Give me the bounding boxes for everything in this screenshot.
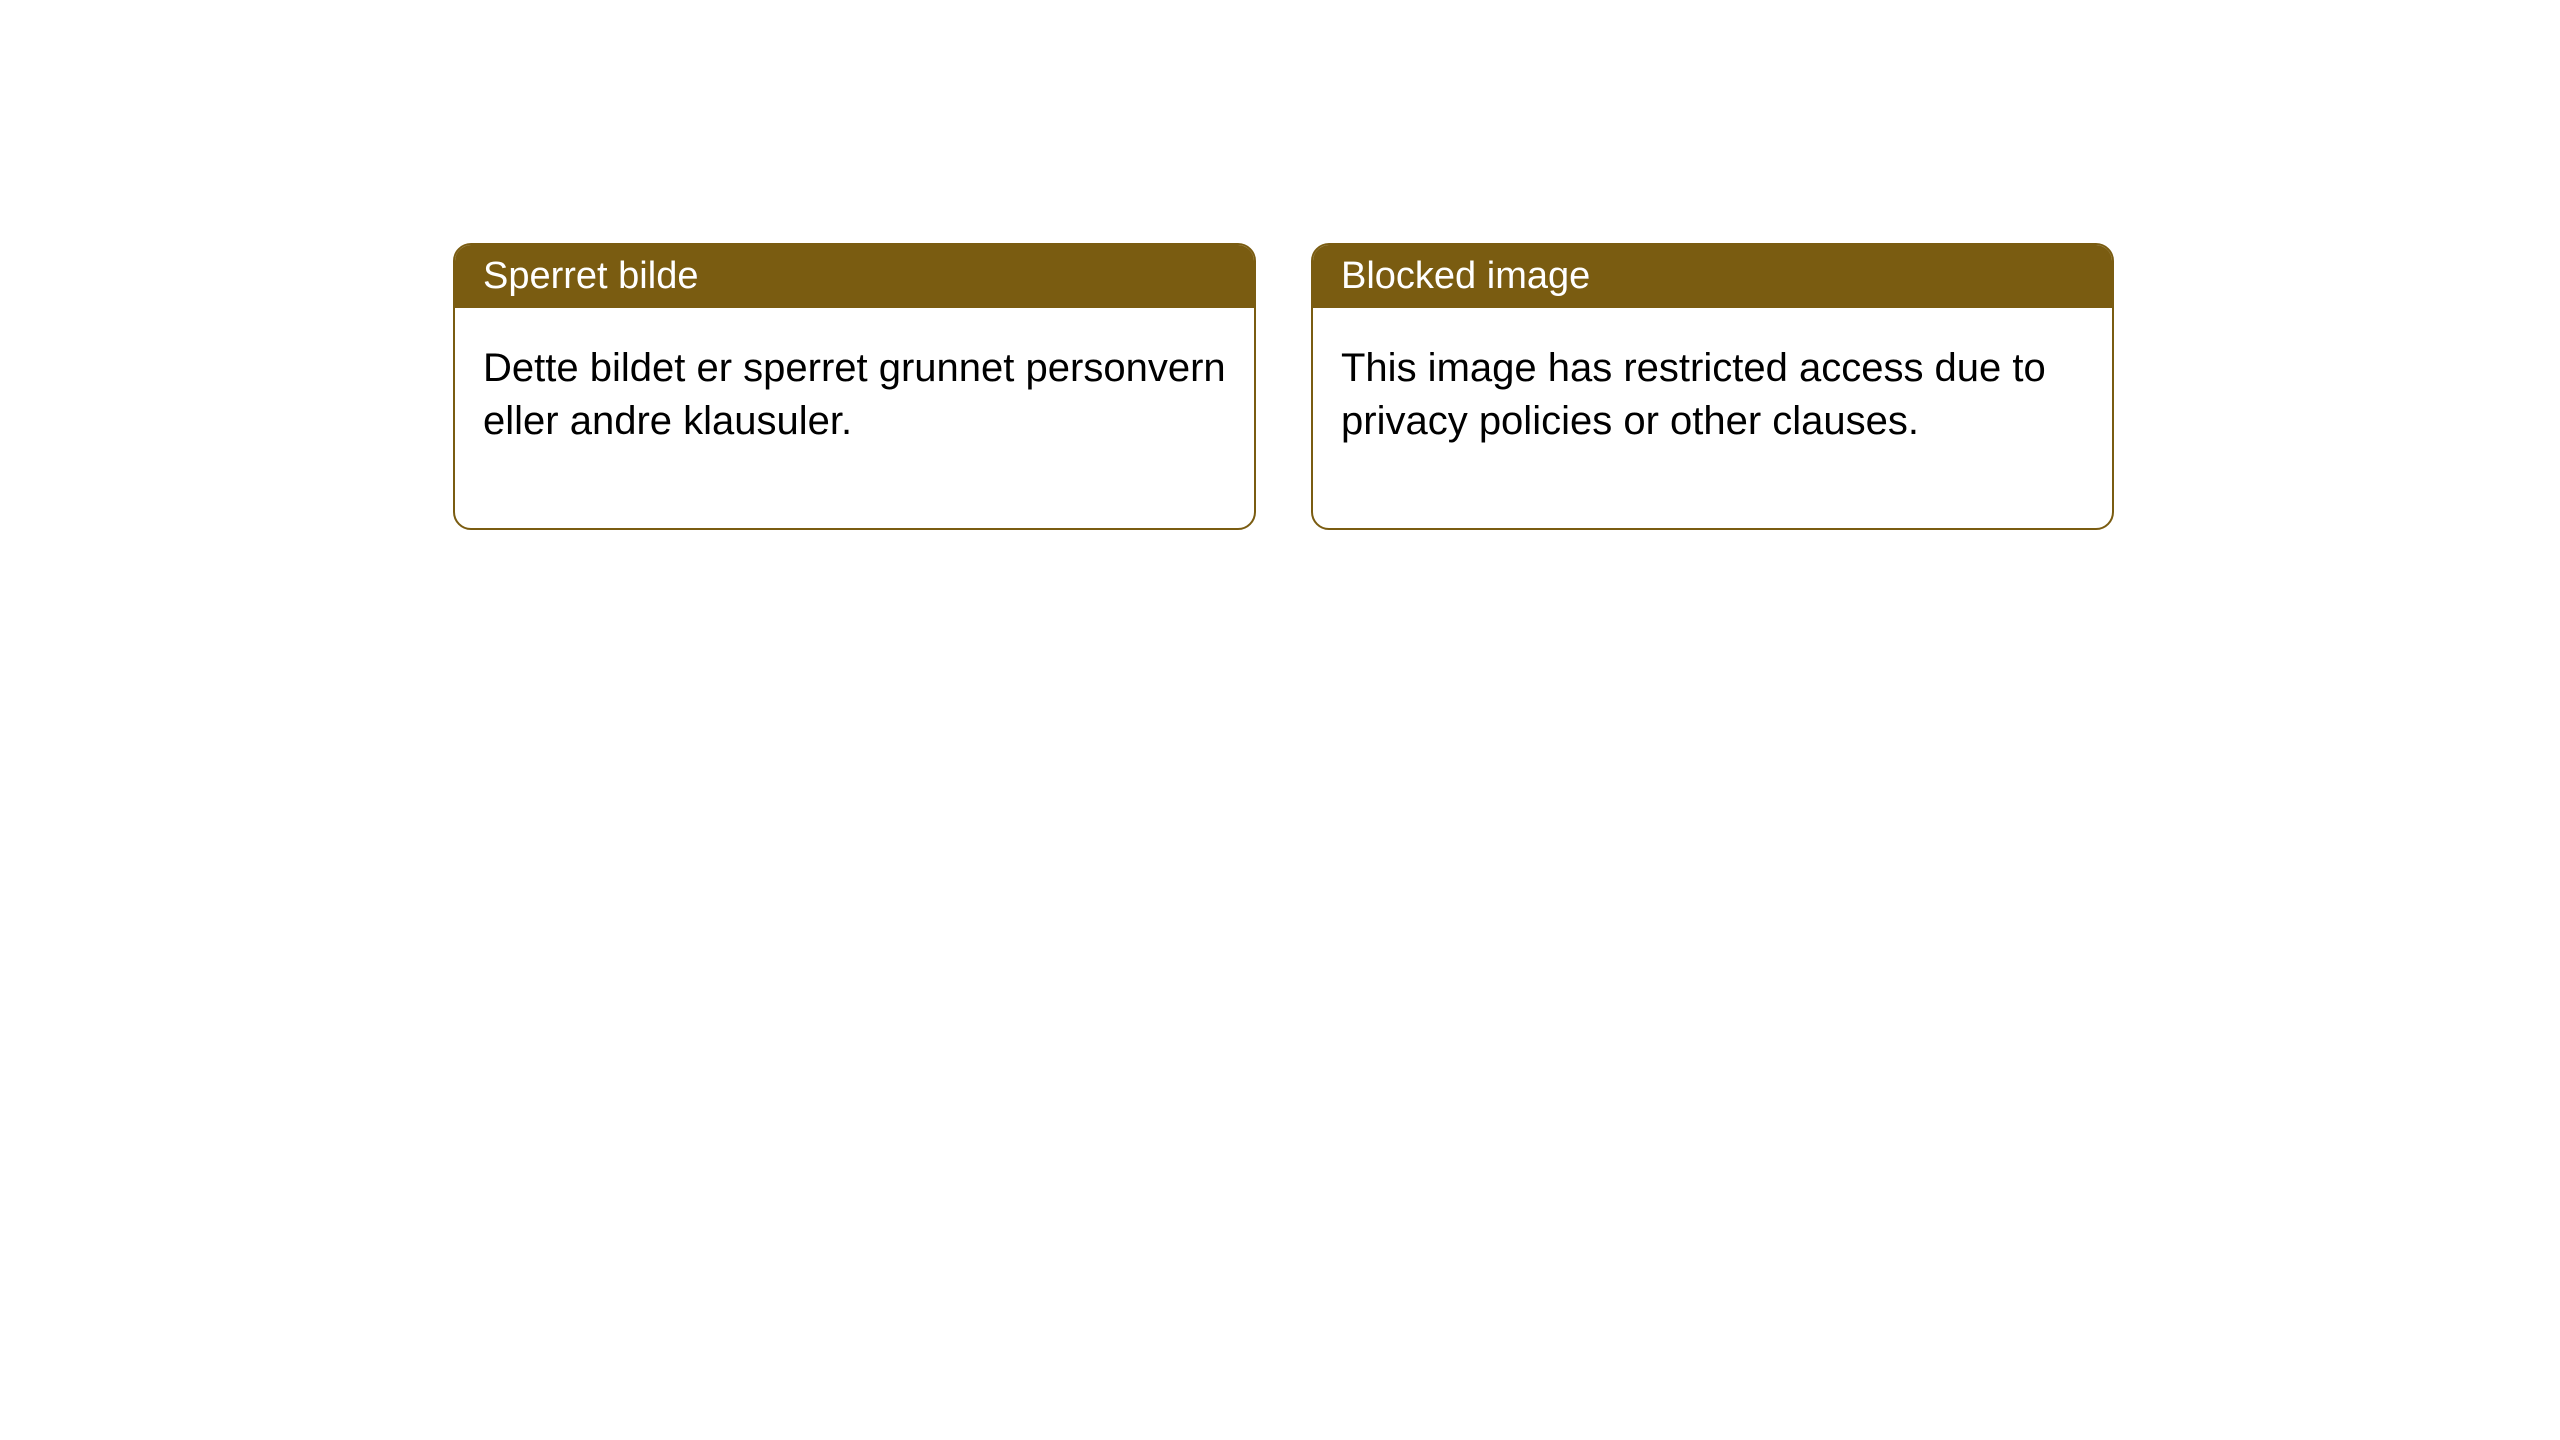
blocked-image-card-norwegian: Sperret bilde Dette bildet er sperret gr…: [453, 243, 1256, 530]
blocked-image-notices: Sperret bilde Dette bildet er sperret gr…: [453, 243, 2114, 530]
blocked-image-card-english: Blocked image This image has restricted …: [1311, 243, 2114, 530]
card-body-norwegian: Dette bildet er sperret grunnet personve…: [455, 308, 1254, 528]
card-header-norwegian: Sperret bilde: [455, 245, 1254, 308]
card-body-english: This image has restricted access due to …: [1313, 308, 2112, 528]
card-header-english: Blocked image: [1313, 245, 2112, 308]
